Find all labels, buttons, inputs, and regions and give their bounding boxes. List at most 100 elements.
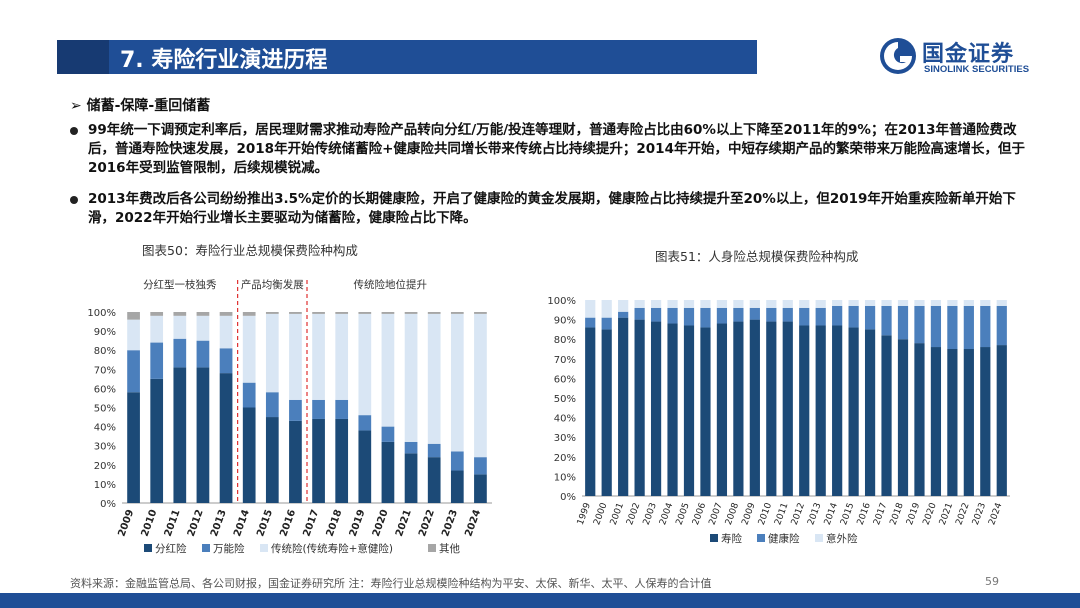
- chart1-bar-2010-s3: [150, 312, 164, 316]
- chart1-legend-swatch-2: [260, 544, 268, 552]
- chart1-xtick-label: 2014: [232, 508, 252, 538]
- chart1-bar-2017-s1: [312, 399, 325, 419]
- chart2-bar-2023-s1: [980, 305, 991, 348]
- chart2-ytick-label: 100%: [547, 296, 576, 307]
- chart2-bar-2013-s2: [815, 300, 826, 308]
- chart1-bar-2020-s3: [381, 312, 395, 314]
- chart1-bar-2020-s1: [381, 426, 395, 442]
- chart1-bar-2010-s0: [150, 378, 164, 503]
- chart2-xtick-label: 2013: [806, 502, 823, 527]
- chart1-xtick-label: 2011: [163, 508, 183, 538]
- chart2-bar-2005-s1: [683, 307, 695, 326]
- chart1-title: 图表50：寿险行业总规模保费险种构成: [142, 243, 358, 258]
- chart1-ytick-label: 90%: [94, 327, 116, 338]
- chart2-bar-2015-s0: [848, 327, 859, 496]
- chart1-ytick-label: 100%: [87, 308, 116, 319]
- chart2-ytick-label: 70%: [554, 355, 576, 366]
- chart2-bar-2004-s1: [667, 307, 678, 324]
- chart2-bar-2019-s0: [914, 343, 925, 496]
- logo-en: SINOLINK SECURITIES: [924, 64, 1030, 75]
- chart2-bar-2005-s0: [683, 325, 695, 496]
- chart1-ytick-label: 80%: [94, 346, 116, 357]
- chart2-bar-2006-s0: [700, 327, 711, 496]
- chart2-bar-2017-s0: [881, 335, 892, 496]
- chart1-bar-2017-s2: [312, 313, 325, 400]
- chart2-xtick-label: 2010: [757, 501, 774, 526]
- chart2-ytick-label: 0%: [560, 492, 576, 503]
- chart1-bar-2023-s3: [450, 312, 464, 314]
- chart1-legend-label-3: 其他: [439, 542, 460, 555]
- chart2-bar-2004-s2: [667, 300, 678, 308]
- chart1-bar-2022-s0: [427, 457, 441, 503]
- chart1-bar-2011-s3: [173, 312, 187, 316]
- chart1-bar-2014-s0: [242, 407, 256, 503]
- chart2-bar-2021-s0: [947, 349, 958, 496]
- chart2-bar-2009-s2: [749, 300, 760, 308]
- chart1-xtick-label: 2012: [186, 508, 206, 538]
- chart2-bar-2015-s2: [848, 300, 859, 306]
- chart1-bar-2022-s2: [427, 313, 441, 444]
- chart2-ytick-label: 60%: [554, 374, 576, 385]
- chart2-bar-2008-s0: [733, 321, 744, 496]
- chart1-legend-label-0: 分红险: [155, 542, 187, 555]
- chart2-bar-2006-s2: [700, 300, 711, 308]
- chart1-bar-2009-s3: [127, 312, 140, 320]
- chart1-xtick-label: 2023: [440, 508, 460, 538]
- chart2-xtick-label: 2015: [839, 502, 856, 527]
- chart1-bar-2021-s1: [404, 441, 418, 454]
- chart2-bar-2018-s1: [897, 305, 909, 340]
- chart2-legend-label-2: 意外险: [826, 532, 858, 545]
- chart2-ytick-label: 80%: [554, 335, 576, 346]
- chart2-bar-2011-s0: [782, 321, 793, 496]
- chart1-xtick-label: 2015: [255, 508, 275, 538]
- chart1-bar-2014-s1: [242, 382, 256, 408]
- bullet-dot-icon: [70, 127, 78, 135]
- chart1-bar-2016-s0: [289, 420, 302, 503]
- chart2-legend-label-0: 寿险: [721, 532, 742, 545]
- chart2-bar-2021-s2: [947, 300, 958, 306]
- chart2-bar-2008-s1: [733, 307, 744, 322]
- chart1-legend-swatch-0: [144, 544, 152, 552]
- chart2-bar-2007-s1: [716, 307, 728, 324]
- chart2-xtick-label: 2004: [658, 501, 675, 526]
- chart2-legend-swatch-2: [815, 534, 823, 542]
- chart2-bar-2020-s1: [930, 305, 942, 348]
- chart1-ytick-label: 70%: [94, 365, 116, 376]
- chart2-bar-2005-s2: [683, 300, 695, 308]
- chart1-bar-2024-s0: [474, 474, 487, 503]
- chart2-xtick-label: 1999: [576, 501, 593, 526]
- bullet-dot-icon: [70, 196, 78, 204]
- logo-mark-icon: [880, 38, 916, 74]
- chart1-bar-2016-s3: [289, 312, 302, 314]
- chart2-xtick-label: 2022: [954, 502, 971, 527]
- chart2-bar-2014-s0: [832, 325, 843, 496]
- chart1-ytick-label: 20%: [94, 461, 116, 472]
- chart1-bar-2024-s1: [474, 457, 487, 475]
- slide-title: 7. 寿险行业演进历程: [120, 48, 328, 73]
- chart2-ytick-label: 30%: [554, 433, 576, 444]
- chart2-bar-2016-s2: [864, 300, 876, 306]
- chart2-bar-2012-s0: [799, 325, 810, 496]
- bullet-2-text: 2013年费改后各公司纷纷推出3.5%定价的长期健康险，开启了健康险的黄金发展期…: [88, 191, 1016, 226]
- chart2-bar-1999-s1: [585, 317, 596, 328]
- chart1-bar-2013-s2: [219, 315, 233, 349]
- chart2-xtick-label: 2020: [922, 501, 939, 526]
- chart1-ytick-label: 30%: [94, 442, 116, 453]
- chart1-bar-2015-s0: [265, 417, 279, 503]
- chart2-xtick-label: 2011: [773, 502, 790, 527]
- chart2-bar-2022-s1: [963, 305, 974, 349]
- chart2-xtick-label: 2007: [708, 502, 725, 527]
- chart2-xtick-label: 2003: [642, 502, 659, 527]
- chart2-bar-2021-s1: [947, 305, 958, 349]
- chart1-ytick-label: 60%: [94, 384, 116, 395]
- chart2-bar-2012-s1: [799, 307, 810, 326]
- chart2-bar-2002-s1: [634, 307, 645, 320]
- chart1-bar-2015-s3: [265, 312, 279, 314]
- chart2-bar-2017-s2: [881, 300, 892, 306]
- chart2-svg: 0%10%20%30%40%50%60%70%80%90%100%1999 200…: [547, 296, 1010, 545]
- logo: 国金证券 SINOLINK SECURITIES: [876, 34, 1056, 78]
- chart1-bar-2021-s2: [404, 313, 418, 442]
- chart2-bar-2009-s1: [749, 307, 760, 320]
- chart2-xtick-label: 2009: [740, 501, 757, 526]
- chart2-xtick-label: 2000: [592, 501, 609, 526]
